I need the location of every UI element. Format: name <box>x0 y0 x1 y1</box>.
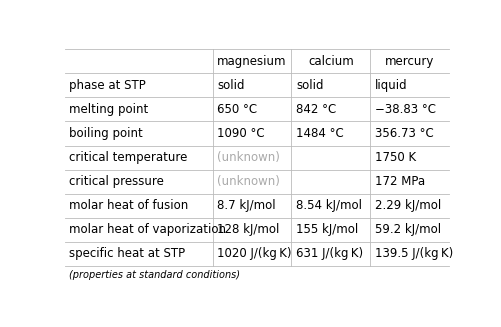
Text: 128 kJ/mol: 128 kJ/mol <box>217 223 280 236</box>
Text: −38.83 °C: −38.83 °C <box>375 103 436 116</box>
Text: 8.54 kJ/mol: 8.54 kJ/mol <box>296 199 362 212</box>
Text: 59.2 kJ/mol: 59.2 kJ/mol <box>375 223 441 236</box>
Text: 631 J/(kg K): 631 J/(kg K) <box>296 247 363 260</box>
Text: 356.73 °C: 356.73 °C <box>375 127 433 140</box>
Text: molar heat of vaporization: molar heat of vaporization <box>69 223 226 236</box>
Text: boiling point: boiling point <box>69 127 143 140</box>
Text: solid: solid <box>217 79 244 92</box>
Text: (unknown): (unknown) <box>217 151 280 164</box>
Text: specific heat at STP: specific heat at STP <box>69 247 185 260</box>
Text: 8.7 kJ/mol: 8.7 kJ/mol <box>217 199 276 212</box>
Text: molar heat of fusion: molar heat of fusion <box>69 199 188 212</box>
Text: 1090 °C: 1090 °C <box>217 127 265 140</box>
Text: phase at STP: phase at STP <box>69 79 146 92</box>
Text: 1484 °C: 1484 °C <box>296 127 344 140</box>
Text: 650 °C: 650 °C <box>217 103 258 116</box>
Text: critical pressure: critical pressure <box>69 175 164 188</box>
Text: magnesium: magnesium <box>217 55 287 68</box>
Text: critical temperature: critical temperature <box>69 151 187 164</box>
Text: 172 MPa: 172 MPa <box>375 175 425 188</box>
Text: 2.29 kJ/mol: 2.29 kJ/mol <box>375 199 441 212</box>
Text: 139.5 J/(kg K): 139.5 J/(kg K) <box>375 247 453 260</box>
Text: (properties at standard conditions): (properties at standard conditions) <box>69 270 240 280</box>
Text: (unknown): (unknown) <box>217 175 280 188</box>
Text: melting point: melting point <box>69 103 148 116</box>
Text: solid: solid <box>296 79 324 92</box>
Text: 155 kJ/mol: 155 kJ/mol <box>296 223 358 236</box>
Text: liquid: liquid <box>375 79 407 92</box>
Text: calcium: calcium <box>308 55 354 68</box>
Text: 1750 K: 1750 K <box>375 151 416 164</box>
Text: 1020 J/(kg K): 1020 J/(kg K) <box>217 247 292 260</box>
Text: 842 °C: 842 °C <box>296 103 336 116</box>
Text: mercury: mercury <box>385 55 434 68</box>
